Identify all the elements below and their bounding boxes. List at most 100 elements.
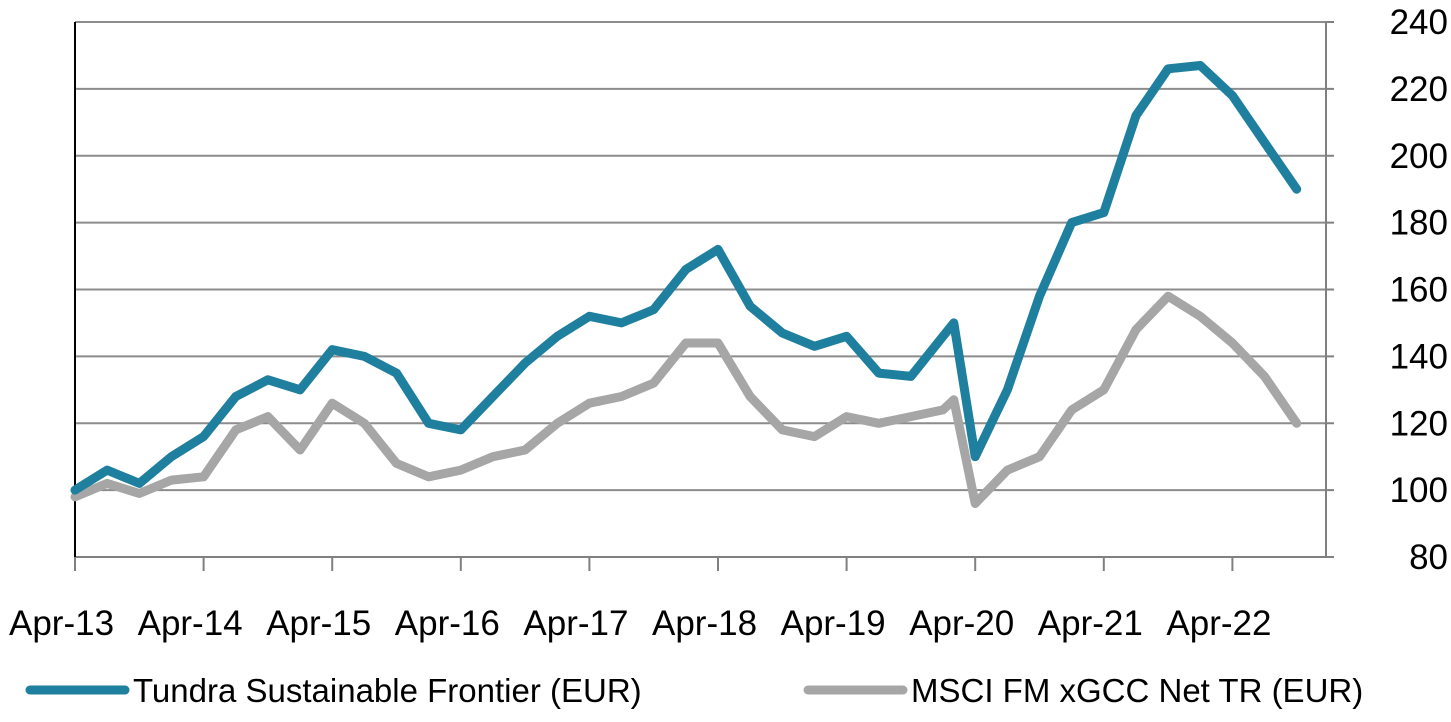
data-point: [328, 345, 337, 354]
data-point: [1099, 385, 1108, 394]
y-axis-ticks: 240 220 200 180 160 140 120 100 80: [1326, 3, 1448, 577]
data-point: [296, 446, 305, 454]
data-point: [1228, 91, 1237, 100]
data-point: [456, 425, 465, 434]
data-point: [263, 375, 272, 384]
data-point: [1196, 61, 1205, 70]
data-point: [392, 369, 401, 378]
data-point: [103, 479, 112, 488]
data-point: [135, 489, 144, 498]
data-point: [1260, 138, 1269, 147]
data-point: [746, 302, 755, 311]
y-tick-label: 120: [1390, 404, 1448, 443]
data-point: [1035, 292, 1044, 301]
series-lines: [70, 61, 1302, 508]
data-point: [263, 412, 272, 421]
data-point: [1067, 405, 1076, 414]
data-point: [521, 359, 530, 368]
x-tick-label: Apr-17: [523, 604, 628, 643]
y-tick-label: 220: [1390, 70, 1448, 109]
data-point: [167, 452, 176, 461]
data-point: [392, 459, 401, 468]
data-point: [1003, 385, 1012, 394]
y-tick-label: 80: [1409, 538, 1448, 577]
data-point: [949, 318, 958, 327]
data-point: [553, 332, 562, 341]
data-point: [585, 312, 594, 321]
data-point: [714, 339, 722, 347]
data-point: [167, 476, 176, 485]
data-point: [842, 412, 851, 421]
y-tick-label: 140: [1390, 337, 1448, 376]
legend-label: MSCI FM xGCC Net TR (EUR): [911, 672, 1363, 709]
data-point: [585, 399, 594, 408]
data-point: [1164, 64, 1173, 73]
data-point: [681, 339, 690, 347]
data-point: [328, 399, 337, 408]
data-point: [71, 492, 79, 501]
y-tick-label: 100: [1390, 471, 1448, 510]
data-point: [488, 452, 497, 461]
data-point: [424, 472, 433, 481]
data-point: [874, 419, 883, 428]
data-point: [1035, 452, 1044, 461]
data-point: [1228, 339, 1237, 347]
x-tick-label: Apr-19: [781, 604, 886, 643]
data-point: [842, 332, 851, 341]
data-point: [939, 405, 948, 414]
data-point: [1292, 185, 1301, 194]
data-point: [199, 432, 208, 441]
data-point: [971, 452, 980, 461]
data-point: [939, 332, 948, 341]
data-point: [1003, 466, 1012, 475]
data-point: [553, 419, 562, 428]
x-tick-label: Apr-13: [9, 604, 114, 643]
legend: Tundra Sustainable Frontier (EUR) MSCI FM…: [25, 672, 1363, 709]
data-point: [360, 352, 369, 361]
data-point: [135, 479, 144, 488]
data-point: [949, 395, 958, 404]
data-point: [1260, 372, 1269, 381]
data-point: [103, 466, 112, 475]
data-point: [649, 305, 658, 314]
x-tick-label: Apr-21: [1038, 604, 1143, 643]
data-point: [199, 472, 208, 481]
data-point: [649, 379, 658, 388]
data-point: [617, 318, 626, 327]
series-line-2: [70, 291, 1302, 508]
data-point: [1131, 111, 1140, 120]
y-tick-label: 160: [1390, 271, 1448, 310]
data-point: [906, 412, 915, 421]
x-tick-label: Apr-16: [395, 604, 500, 643]
data-point: [231, 425, 240, 434]
gridlines: [75, 21, 1326, 492]
data-point: [714, 245, 722, 254]
data-point: [360, 419, 369, 428]
data-point: [874, 369, 883, 378]
y-tick-label: 180: [1390, 204, 1448, 243]
y-tick-label: 200: [1390, 137, 1448, 176]
x-tick-label: Apr-18: [652, 604, 757, 643]
y-tick-label: 240: [1390, 3, 1448, 42]
legend-label: Tundra Sustainable Frontier (EUR): [133, 672, 642, 709]
data-point: [810, 342, 819, 351]
series-line-1: [70, 61, 1302, 495]
data-point: [971, 499, 980, 508]
data-point: [778, 425, 787, 434]
data-point: [906, 372, 915, 381]
data-point: [1131, 325, 1140, 334]
data-point: [231, 392, 240, 401]
data-point: [1196, 312, 1205, 321]
data-point: [488, 392, 497, 401]
data-point: [810, 432, 819, 441]
data-point: [1099, 208, 1108, 217]
x-tick-label: Apr-15: [266, 604, 371, 643]
data-point: [521, 446, 530, 454]
data-point: [1067, 218, 1076, 227]
x-tick-label: Apr-20: [909, 604, 1014, 643]
data-point: [1164, 292, 1173, 301]
data-point: [746, 392, 755, 401]
x-axis-ticks: Apr-13 Apr-14 Apr-15 Apr-16 Apr-17 Apr-18 Apr-…: [9, 557, 1271, 643]
data-point: [617, 392, 626, 401]
